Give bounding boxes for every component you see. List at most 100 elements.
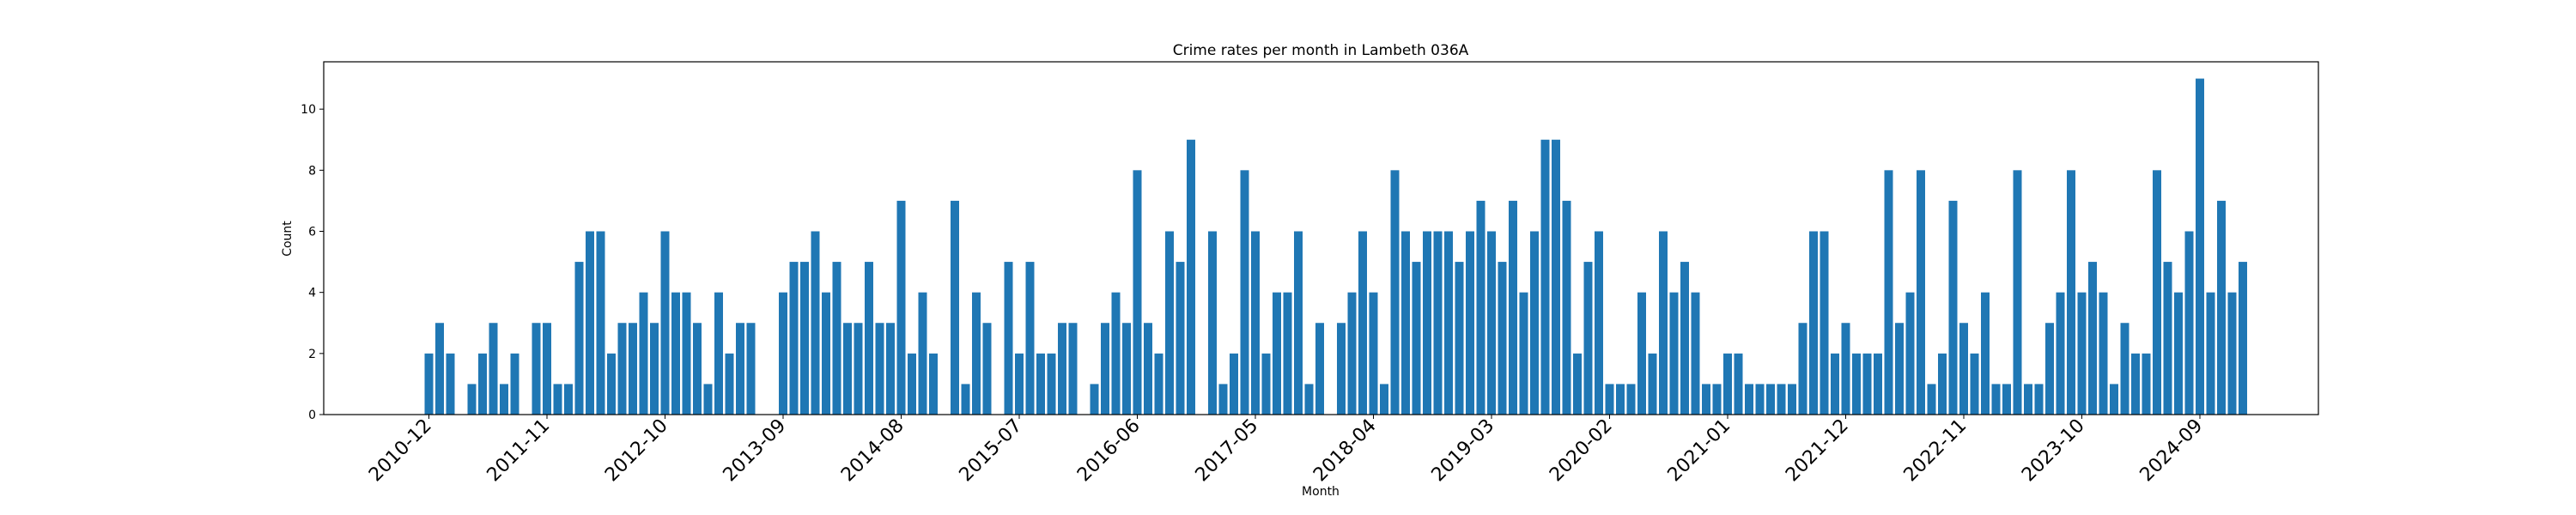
bar [886, 323, 895, 415]
plot-area-frame [323, 61, 2319, 415]
bar [1626, 384, 1636, 415]
x-tick-label: 2010-12 [365, 415, 436, 487]
bar [478, 353, 487, 415]
bar [1970, 353, 1979, 415]
bar [574, 262, 584, 415]
bar [929, 353, 938, 415]
bar [1401, 231, 1410, 415]
bar [1562, 200, 1571, 415]
bar [1959, 323, 1968, 415]
bar [1927, 384, 1936, 415]
bar [2077, 292, 2087, 415]
bar [1025, 262, 1035, 415]
x-tick-label: 2023-10 [2018, 415, 2089, 487]
bar [2110, 384, 2118, 415]
bar [1734, 353, 1743, 415]
bars-group [424, 78, 2247, 415]
bar [1154, 353, 1163, 415]
x-tick-label: 2021-01 [1664, 415, 1735, 487]
bar [1981, 292, 1990, 415]
bar [1444, 231, 1453, 415]
bar [1831, 353, 1839, 415]
y-tick-label: 6 [308, 225, 316, 239]
bar [629, 323, 637, 415]
bar [1347, 292, 1357, 415]
bar [1380, 384, 1388, 415]
bar [1659, 231, 1668, 415]
bar [1755, 384, 1765, 415]
bar [2067, 170, 2075, 415]
bar [1187, 139, 1195, 415]
bar [1230, 353, 1238, 415]
bar [1090, 384, 1099, 415]
bar [1165, 231, 1174, 415]
bar [543, 323, 551, 415]
chart-title: Crime rates per month in Lambeth 036A [1173, 42, 1469, 59]
bar [2217, 200, 2226, 415]
y-axis-title: Count [281, 221, 295, 257]
bar [553, 384, 562, 415]
bar [1509, 200, 1517, 415]
bar [1476, 200, 1485, 415]
bar [1991, 384, 2001, 415]
x-tick-label: 2018-04 [1309, 415, 1381, 487]
bar [435, 323, 444, 415]
y-tick-label: 0 [308, 409, 316, 422]
y-axis: 0 2 4 6 8 10 [301, 103, 324, 422]
bar [1852, 353, 1861, 415]
bar [2142, 353, 2151, 415]
bar [896, 200, 906, 415]
bar [1948, 200, 1958, 415]
bar [832, 262, 841, 415]
bar [1315, 323, 1324, 415]
bar [951, 200, 959, 415]
bar [1530, 231, 1539, 415]
bar [1455, 262, 1464, 415]
x-tick-label: 2014-08 [837, 415, 908, 487]
bar [746, 323, 756, 415]
bar [1004, 262, 1013, 415]
x-axis: 2010-12 2011-11 2012-10 2013-09 2014-08 2015-… [365, 415, 2207, 486]
bar [1101, 323, 1109, 415]
bar [2034, 384, 2044, 415]
bar [1519, 292, 1528, 415]
bar [811, 231, 820, 415]
y-tick-label: 10 [301, 103, 316, 117]
bar [2024, 384, 2032, 415]
bar [1261, 353, 1271, 415]
bar [1068, 323, 1078, 415]
bar [1240, 170, 1249, 415]
bar [2163, 262, 2172, 415]
bar [1498, 262, 1507, 415]
bar [1595, 231, 1603, 415]
bar [1036, 353, 1045, 415]
bar [2239, 262, 2247, 415]
x-tick-label: 2016-06 [1073, 415, 1145, 487]
bar [489, 323, 498, 415]
x-tick-label: 2017-05 [1192, 415, 1263, 487]
bar [2045, 323, 2054, 415]
bar [1294, 231, 1303, 415]
bar [1144, 323, 1152, 415]
bar [1283, 292, 1292, 415]
bar [1133, 170, 1142, 415]
bar [779, 292, 787, 415]
bar [1691, 292, 1700, 415]
bar [822, 292, 830, 415]
bar [2153, 170, 2161, 415]
bar [1905, 292, 1915, 415]
x-tick-label: 2015-07 [956, 415, 1027, 487]
bar [660, 231, 670, 415]
bar [2099, 292, 2108, 415]
x-tick-label: 2020-02 [1546, 415, 1617, 487]
bar [703, 384, 713, 415]
bar [1218, 384, 1228, 415]
bar [1637, 292, 1646, 415]
bar [2013, 170, 2022, 415]
bar [1798, 323, 1807, 415]
bar [424, 353, 434, 415]
y-tick-label: 2 [308, 348, 316, 361]
bar [1616, 384, 1625, 415]
bar [2184, 231, 2194, 415]
